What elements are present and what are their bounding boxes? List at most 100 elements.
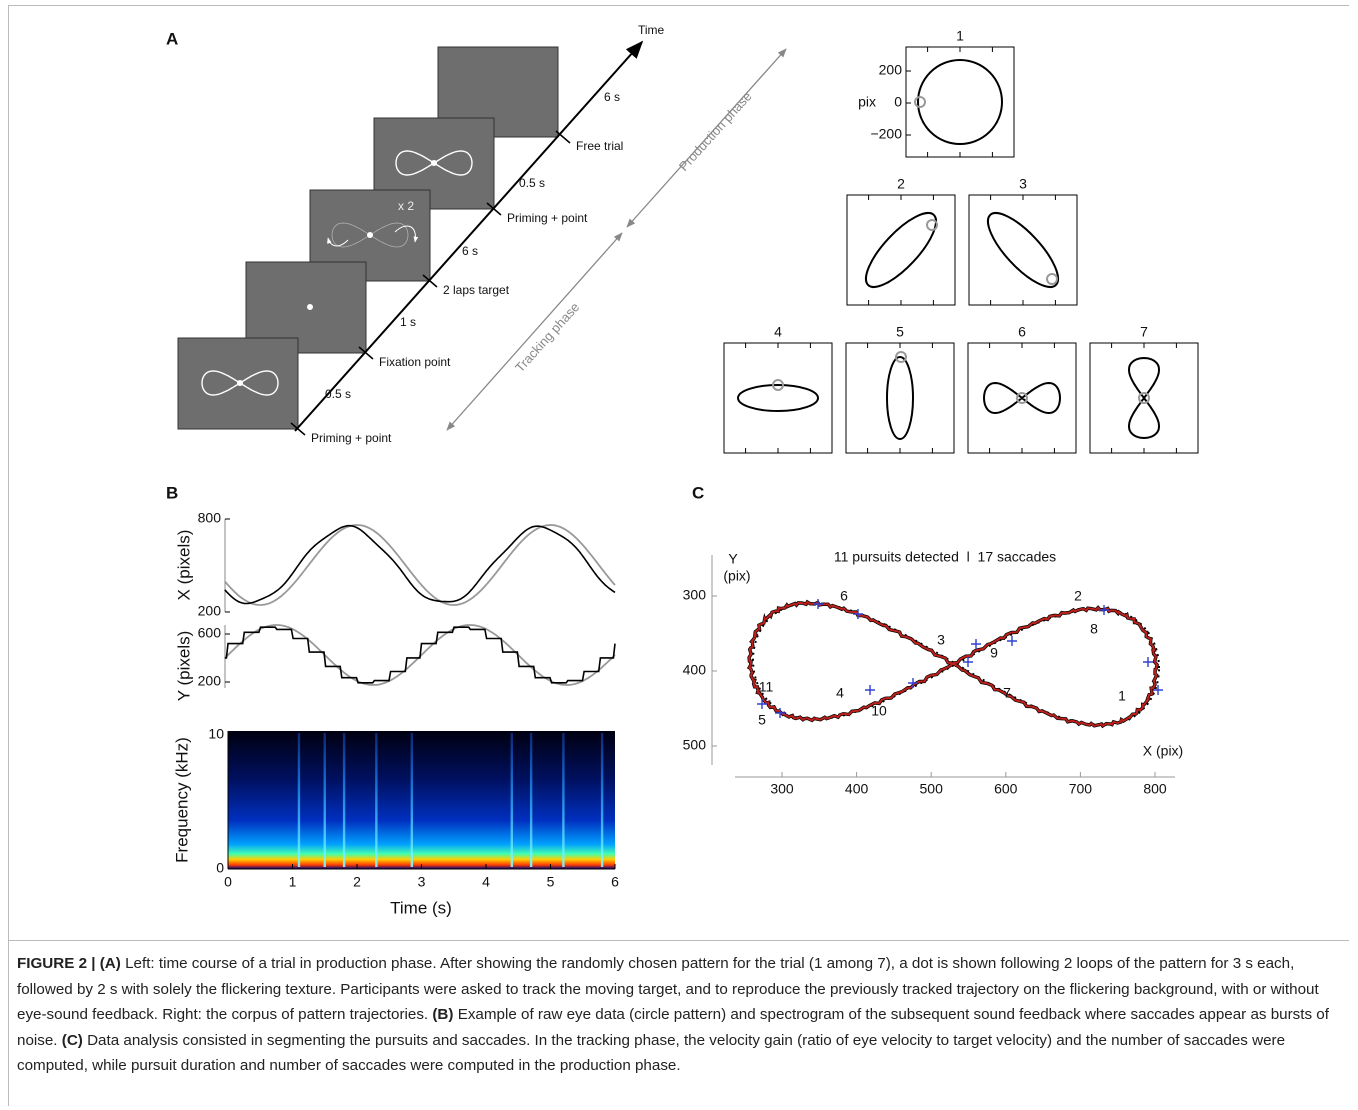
y-tick-label: 600 (198, 625, 222, 641)
phase-arrow (626, 48, 787, 228)
pattern-shape (886, 356, 914, 440)
noise-burst (600, 733, 604, 867)
y-axis-label: (pix) (723, 568, 750, 584)
event-tick (486, 202, 502, 216)
screens (177, 46, 559, 430)
y-tick-label: 0 (216, 860, 224, 876)
phase-label: Production phase (676, 89, 755, 174)
pattern-shape (986, 212, 1060, 288)
panel-label: B (166, 483, 178, 502)
caption-label: (C) (61, 1031, 83, 1049)
y-tick-label: 400 (683, 662, 707, 678)
start-marker (895, 351, 907, 363)
saccade-marker (908, 678, 918, 688)
panel-label: C (692, 483, 704, 502)
noise-burst (562, 733, 565, 867)
event-tick (555, 130, 571, 144)
pattern-frame (845, 342, 955, 454)
motion-arrow (326, 237, 349, 247)
pursuit-label: 3 (937, 632, 945, 648)
pattern-title: 1 (956, 28, 964, 44)
x-axis-label: Time (s) (390, 898, 452, 917)
pursuit-label: 9 (990, 645, 998, 661)
y-tick-label: 300 (683, 587, 707, 603)
duration-label: 6 s (604, 90, 620, 104)
noise-burst (297, 733, 301, 867)
phase-arrow (446, 232, 623, 431)
pattern-preview (395, 150, 473, 176)
duration-label: 1 s (400, 315, 416, 329)
noise-burst (529, 733, 533, 867)
pattern-frame (723, 342, 833, 454)
pursuit-label: 2 (1074, 588, 1082, 604)
pursuit-path (747, 600, 1159, 728)
saccade-marker (853, 609, 863, 619)
pursuit-label: 7 (1003, 685, 1011, 701)
pattern-title: 3 (1019, 176, 1027, 192)
saccade-marker (971, 639, 981, 649)
pattern-title: 4 (774, 324, 782, 340)
eye-x (224, 524, 616, 605)
pursuit-label: 8 (1090, 621, 1098, 637)
event-tick (358, 346, 374, 360)
saccade-marker (1153, 685, 1163, 695)
saccade-marker (813, 599, 823, 609)
pattern-frame (905, 46, 1015, 158)
pattern-frame (846, 194, 956, 306)
event-tick (290, 422, 306, 436)
x-tick-label: 5 (547, 874, 555, 890)
figure-frame (8, 5, 1349, 1106)
saccade-marker (775, 708, 785, 718)
time-label: Time (638, 23, 665, 37)
x-tick-label: 2 (353, 874, 361, 890)
pattern-shape (864, 212, 938, 288)
y-tick-label: 0 (894, 94, 902, 110)
pattern-shape (917, 59, 1003, 145)
pursuit-label: 6 (840, 588, 848, 604)
noise-burst (342, 733, 346, 867)
start-marker (1046, 273, 1058, 285)
x-tick-label: 700 (1069, 781, 1093, 797)
separator (8, 940, 1349, 941)
phase-label: Tracking phase (512, 299, 582, 375)
spectrogram (228, 731, 615, 869)
event-label: Priming + point (507, 211, 588, 225)
noise-bursts (297, 733, 604, 867)
pursuit-label: 5 (758, 712, 766, 728)
pattern-preview (201, 370, 279, 396)
x-tick-label: 600 (994, 781, 1018, 797)
y-tick-label: 800 (198, 510, 222, 526)
y-axis-label: Frequency (kHz) (172, 737, 191, 863)
y-tick-label: 200 (198, 603, 222, 619)
event-label: 2 laps target (443, 283, 510, 297)
y-tick-label: 200 (879, 62, 903, 78)
start-marker (1138, 392, 1150, 404)
x-tick-label: 800 (1143, 781, 1167, 797)
figure: A x 2 Time Production phase Tracking pha… (166, 23, 1199, 917)
y-axis-label: Y (728, 551, 738, 567)
start-marker (914, 96, 926, 108)
noise-burst (410, 733, 414, 867)
repeat-label: x 2 (398, 199, 414, 213)
pattern-frame (968, 194, 1078, 306)
panel-label: A (166, 29, 178, 48)
x-tick-label: 300 (770, 781, 794, 797)
y-axis-label: X (pixels) (174, 530, 193, 601)
pattern-title: 7 (1140, 324, 1148, 340)
pursuit-label: 10 (871, 703, 887, 719)
event-label: Fixation point (379, 355, 451, 369)
duration-label: 0.5 s (325, 387, 351, 401)
pursuit-label: 1 (1118, 688, 1126, 704)
start-marker (1016, 392, 1028, 404)
y-tick-label: 500 (683, 737, 707, 753)
pursuit-label: 11 (759, 679, 774, 695)
x-tick-label: 1 (289, 874, 297, 890)
x-tick-label: 0 (224, 874, 232, 890)
saccade-marker (1099, 605, 1109, 615)
saccade-marker (1007, 636, 1017, 646)
caption-text: Left: time course of a trial in producti… (17, 955, 1319, 1023)
pattern-title: 6 (1018, 324, 1026, 340)
pattern-title: 5 (896, 324, 904, 340)
